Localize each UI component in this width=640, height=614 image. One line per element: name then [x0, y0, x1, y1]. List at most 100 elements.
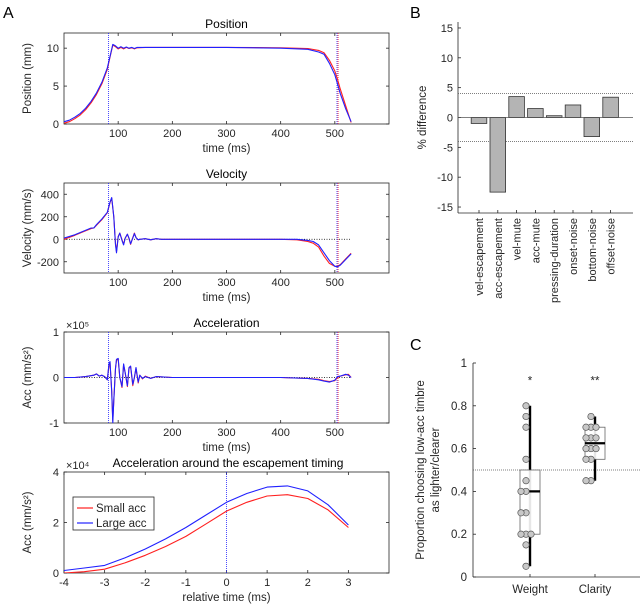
- participant-point: [582, 445, 590, 453]
- significance-marker: **: [591, 375, 600, 387]
- chart-title: Acceleration around the escapement timin…: [113, 456, 344, 470]
- x-tick-label: 3: [345, 577, 351, 589]
- y-tick-label: -5: [443, 142, 453, 154]
- panel-label-b: B: [410, 5, 421, 22]
- participant-point: [582, 477, 590, 485]
- escapement-acceleration-chart: [63, 471, 390, 574]
- participant-point: [582, 455, 590, 463]
- x-tick-label: 300: [217, 427, 235, 439]
- bar-acc-escapement: [489, 117, 507, 193]
- panel-label-a: A: [3, 5, 14, 22]
- x-tick-label: onset-noise: [568, 218, 580, 275]
- x-tick-label: 500: [326, 427, 344, 439]
- participant-point: [582, 434, 590, 442]
- x-tick-label: -3: [100, 577, 110, 589]
- x-axis-label: relative time (ms): [182, 592, 270, 604]
- y-scale-multiplier: ×10⁵: [66, 320, 89, 332]
- participant-point: [527, 530, 535, 538]
- x-tick-label: 1: [264, 577, 270, 589]
- x-tick-label: 0: [223, 577, 229, 589]
- y-scale-multiplier: ×10⁴: [66, 460, 90, 472]
- y-axis-label: % difference: [417, 86, 429, 150]
- bar-bottom-noise: [583, 117, 601, 138]
- bar-vel-mute: [508, 96, 525, 118]
- participant-point: [522, 562, 530, 570]
- y-tick-label: 200: [41, 212, 59, 224]
- y-tick-label: 0.4: [451, 486, 468, 498]
- y-tick-label: -15: [437, 202, 453, 214]
- participant-point: [517, 509, 525, 517]
- x-tick-label: 300: [217, 128, 235, 140]
- y-tick-label: 0.6: [451, 444, 467, 456]
- bar-onset-noise: [564, 104, 582, 118]
- participant-point: [592, 445, 600, 453]
- y-tick-label: 5: [53, 81, 59, 93]
- y-tick-label: 400: [41, 189, 59, 201]
- y-tick-label: 0: [461, 572, 467, 584]
- y-tick-label: 0.2: [451, 529, 467, 541]
- participant-point: [592, 423, 600, 431]
- x-tick-label: 200: [163, 128, 181, 140]
- significance-marker: *: [528, 375, 533, 387]
- y-axis-label: Position (mm): [22, 43, 34, 114]
- y-axis-label: Proportion choosing low-acc timbre: [415, 380, 427, 560]
- chart-title: Acceleration: [193, 316, 259, 330]
- y-tick-label: -1: [49, 418, 59, 430]
- x-tick-label: Clarity: [579, 584, 612, 596]
- legend-entry: Large acc: [96, 518, 147, 530]
- x-tick-label: Weight: [512, 584, 548, 596]
- legend: [72, 496, 155, 531]
- x-tick-label: 400: [271, 128, 289, 140]
- large-acc-series-line: [64, 43, 352, 123]
- large-acc-series-line: [64, 197, 352, 268]
- y-tick-label: 10: [47, 43, 59, 55]
- participant-point: [517, 487, 525, 495]
- acceleration-chart: [63, 331, 390, 424]
- legend-box: [72, 496, 155, 531]
- y-axis-label-line2: as lighter/clearer: [430, 427, 442, 512]
- x-tick-label: vel-escapement: [474, 218, 486, 296]
- x-tick-label: -4: [59, 577, 69, 589]
- x-tick-label: 200: [163, 277, 181, 289]
- y-tick-label: 0: [447, 113, 453, 125]
- axes-box: [63, 182, 390, 274]
- bar-acc-mute: [527, 108, 544, 118]
- percent-difference-chart: [457, 22, 633, 214]
- y-tick-label: 1: [461, 358, 467, 370]
- y-tick-label: 0: [53, 568, 59, 580]
- y-tick-label: 0.8: [451, 401, 467, 413]
- x-tick-label: 500: [326, 128, 344, 140]
- x-axis-label: time (ms): [203, 292, 251, 304]
- x-tick-label: bottom-noise: [587, 218, 599, 282]
- x-tick-label: 300: [217, 277, 235, 289]
- x-tick-label: 400: [271, 277, 289, 289]
- chart-title: Position: [205, 17, 248, 31]
- y-axis-label: Acc (mm/s²): [22, 346, 34, 408]
- y-tick-label: 0: [53, 234, 59, 246]
- x-tick-label: 500: [326, 277, 344, 289]
- large-acc-series-line: [64, 357, 352, 423]
- small-acc-series-line: [64, 494, 349, 573]
- bar-vel-escapement: [470, 117, 488, 124]
- bar-offset-noise: [602, 96, 619, 118]
- y-tick-label: 0: [53, 373, 59, 385]
- y-axis-label: Velocity (mm/s): [22, 189, 34, 268]
- x-axis-label: time (ms): [203, 442, 251, 454]
- y-tick-label: 0: [53, 119, 59, 131]
- x-tick-label: 400: [271, 427, 289, 439]
- y-tick-label: 2: [53, 518, 59, 530]
- x-axis-label: time (ms): [203, 143, 251, 155]
- y-tick-label: -200: [37, 257, 59, 269]
- x-tick-label: 100: [109, 128, 127, 140]
- x-tick-label: -2: [140, 577, 150, 589]
- position-chart: [63, 32, 390, 125]
- x-tick-label: acc-escapement: [493, 218, 505, 299]
- x-tick-label: vel-mute: [512, 218, 524, 260]
- y-tick-label: 15: [441, 23, 453, 35]
- participant-point: [522, 455, 530, 463]
- proportion-boxplot-chart: [472, 362, 640, 578]
- velocity-chart: [63, 182, 390, 274]
- x-tick-label: -1: [181, 577, 191, 589]
- participant-point: [522, 402, 530, 410]
